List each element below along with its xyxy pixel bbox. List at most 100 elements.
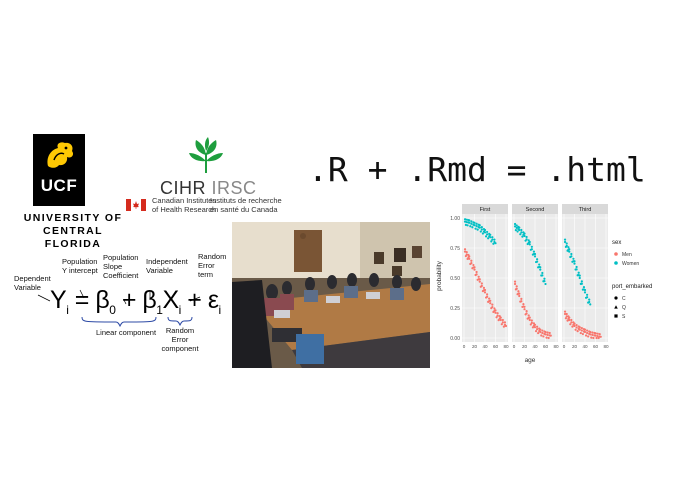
data-point [500,323,503,326]
data-point [523,308,526,311]
data-point [518,226,521,229]
data-point [530,319,533,322]
data-point [463,218,467,221]
data-point [563,310,567,313]
data-point [468,257,471,260]
legend-item: S [622,314,626,320]
data-point [565,242,568,245]
data-point [584,334,588,337]
data-point [563,240,567,244]
data-point [470,222,473,225]
data-point [530,321,533,324]
data-point [580,329,583,332]
data-point [580,327,583,330]
label-random-component-line2: component [161,344,199,353]
label-linear-component: Linear component [96,328,157,337]
data-point [489,233,492,236]
x-tick-label: 60 [493,344,499,349]
data-point [536,258,539,261]
data-point [599,335,602,338]
data-point [533,252,537,256]
data-point [499,316,502,319]
legend-title-port: port_embarked [612,284,652,290]
data-point [572,257,575,260]
cihr-title-en: CIHR [160,178,206,198]
data-point [564,317,567,320]
data-point [540,334,543,337]
data-point [481,232,484,235]
ucf-name-line1: UNIVERSITY OF [23,212,123,224]
data-point [575,326,578,329]
data-point [578,326,581,329]
cihr-en-line1: Canadian Institutes [152,196,217,205]
data-point [470,262,473,265]
data-point [539,330,542,334]
data-point [592,336,595,340]
data-point [568,248,571,251]
cihr-english-name: Canadian Institutes of Health Research [152,196,217,214]
data-point [480,228,483,231]
data-point [523,305,526,308]
headline: .R + .Rmd = .html [308,150,646,189]
data-point [549,334,552,337]
data-point [494,242,497,245]
data-point [525,310,528,313]
data-point [480,282,483,285]
legend-item: C [622,296,626,302]
pegasus-icon [47,142,74,168]
legend-key [614,296,618,300]
data-point [501,321,504,324]
data-point [465,250,468,254]
data-point [490,240,493,243]
x-tick-label: 20 [472,344,478,349]
door [294,230,322,272]
x-tick-label: 40 [482,344,488,349]
data-point [489,302,492,305]
label-slope: Population Slope Coefficient [103,253,138,280]
data-point [580,282,583,285]
data-point [523,232,526,235]
data-point [565,244,568,247]
ucf-badge-text: UCF [40,176,78,195]
legend-key [614,261,618,265]
data-point [475,273,478,276]
data-point [541,329,544,332]
data-point [525,238,528,241]
data-point [519,233,522,236]
data-point [573,260,576,263]
data-point [596,334,599,338]
data-point [470,220,473,223]
data-point [522,303,525,306]
data-point [547,336,550,340]
label-slope-line1: Population [103,253,139,262]
data-point [528,240,531,244]
data-point [594,332,597,335]
data-point [496,314,499,317]
x-tick-label: 80 [553,344,559,349]
data-point [518,228,521,232]
label-intercept-line1: Population [62,257,98,266]
data-point [513,225,517,228]
data-point [478,278,481,281]
label-slope-line2: Slope [103,262,123,271]
data-point [503,321,507,324]
label-random-error-line1: Random [198,252,227,261]
x-tick-label: 40 [582,344,588,349]
label-intercept-line2: Y intercept [62,266,98,275]
data-point [533,326,537,329]
legend-title-sex: sex [612,240,621,246]
data-point [581,332,584,336]
data-point [491,305,494,309]
y-tick-label: 0.50 [450,276,460,282]
data-point [520,231,523,234]
data-point [541,271,544,275]
wall-picture [394,248,406,262]
y-tick-label: 0.00 [450,336,460,342]
data-point [517,290,520,293]
data-point [578,276,581,280]
legend-key [614,305,618,309]
ucf-name: UNIVERSITY OF CENTRAL FLORIDA [18,212,128,251]
label-random-error: Random Error term [198,252,226,279]
cihr-fr-line1: Instituts de recherche [210,196,282,205]
data-point [492,242,495,245]
